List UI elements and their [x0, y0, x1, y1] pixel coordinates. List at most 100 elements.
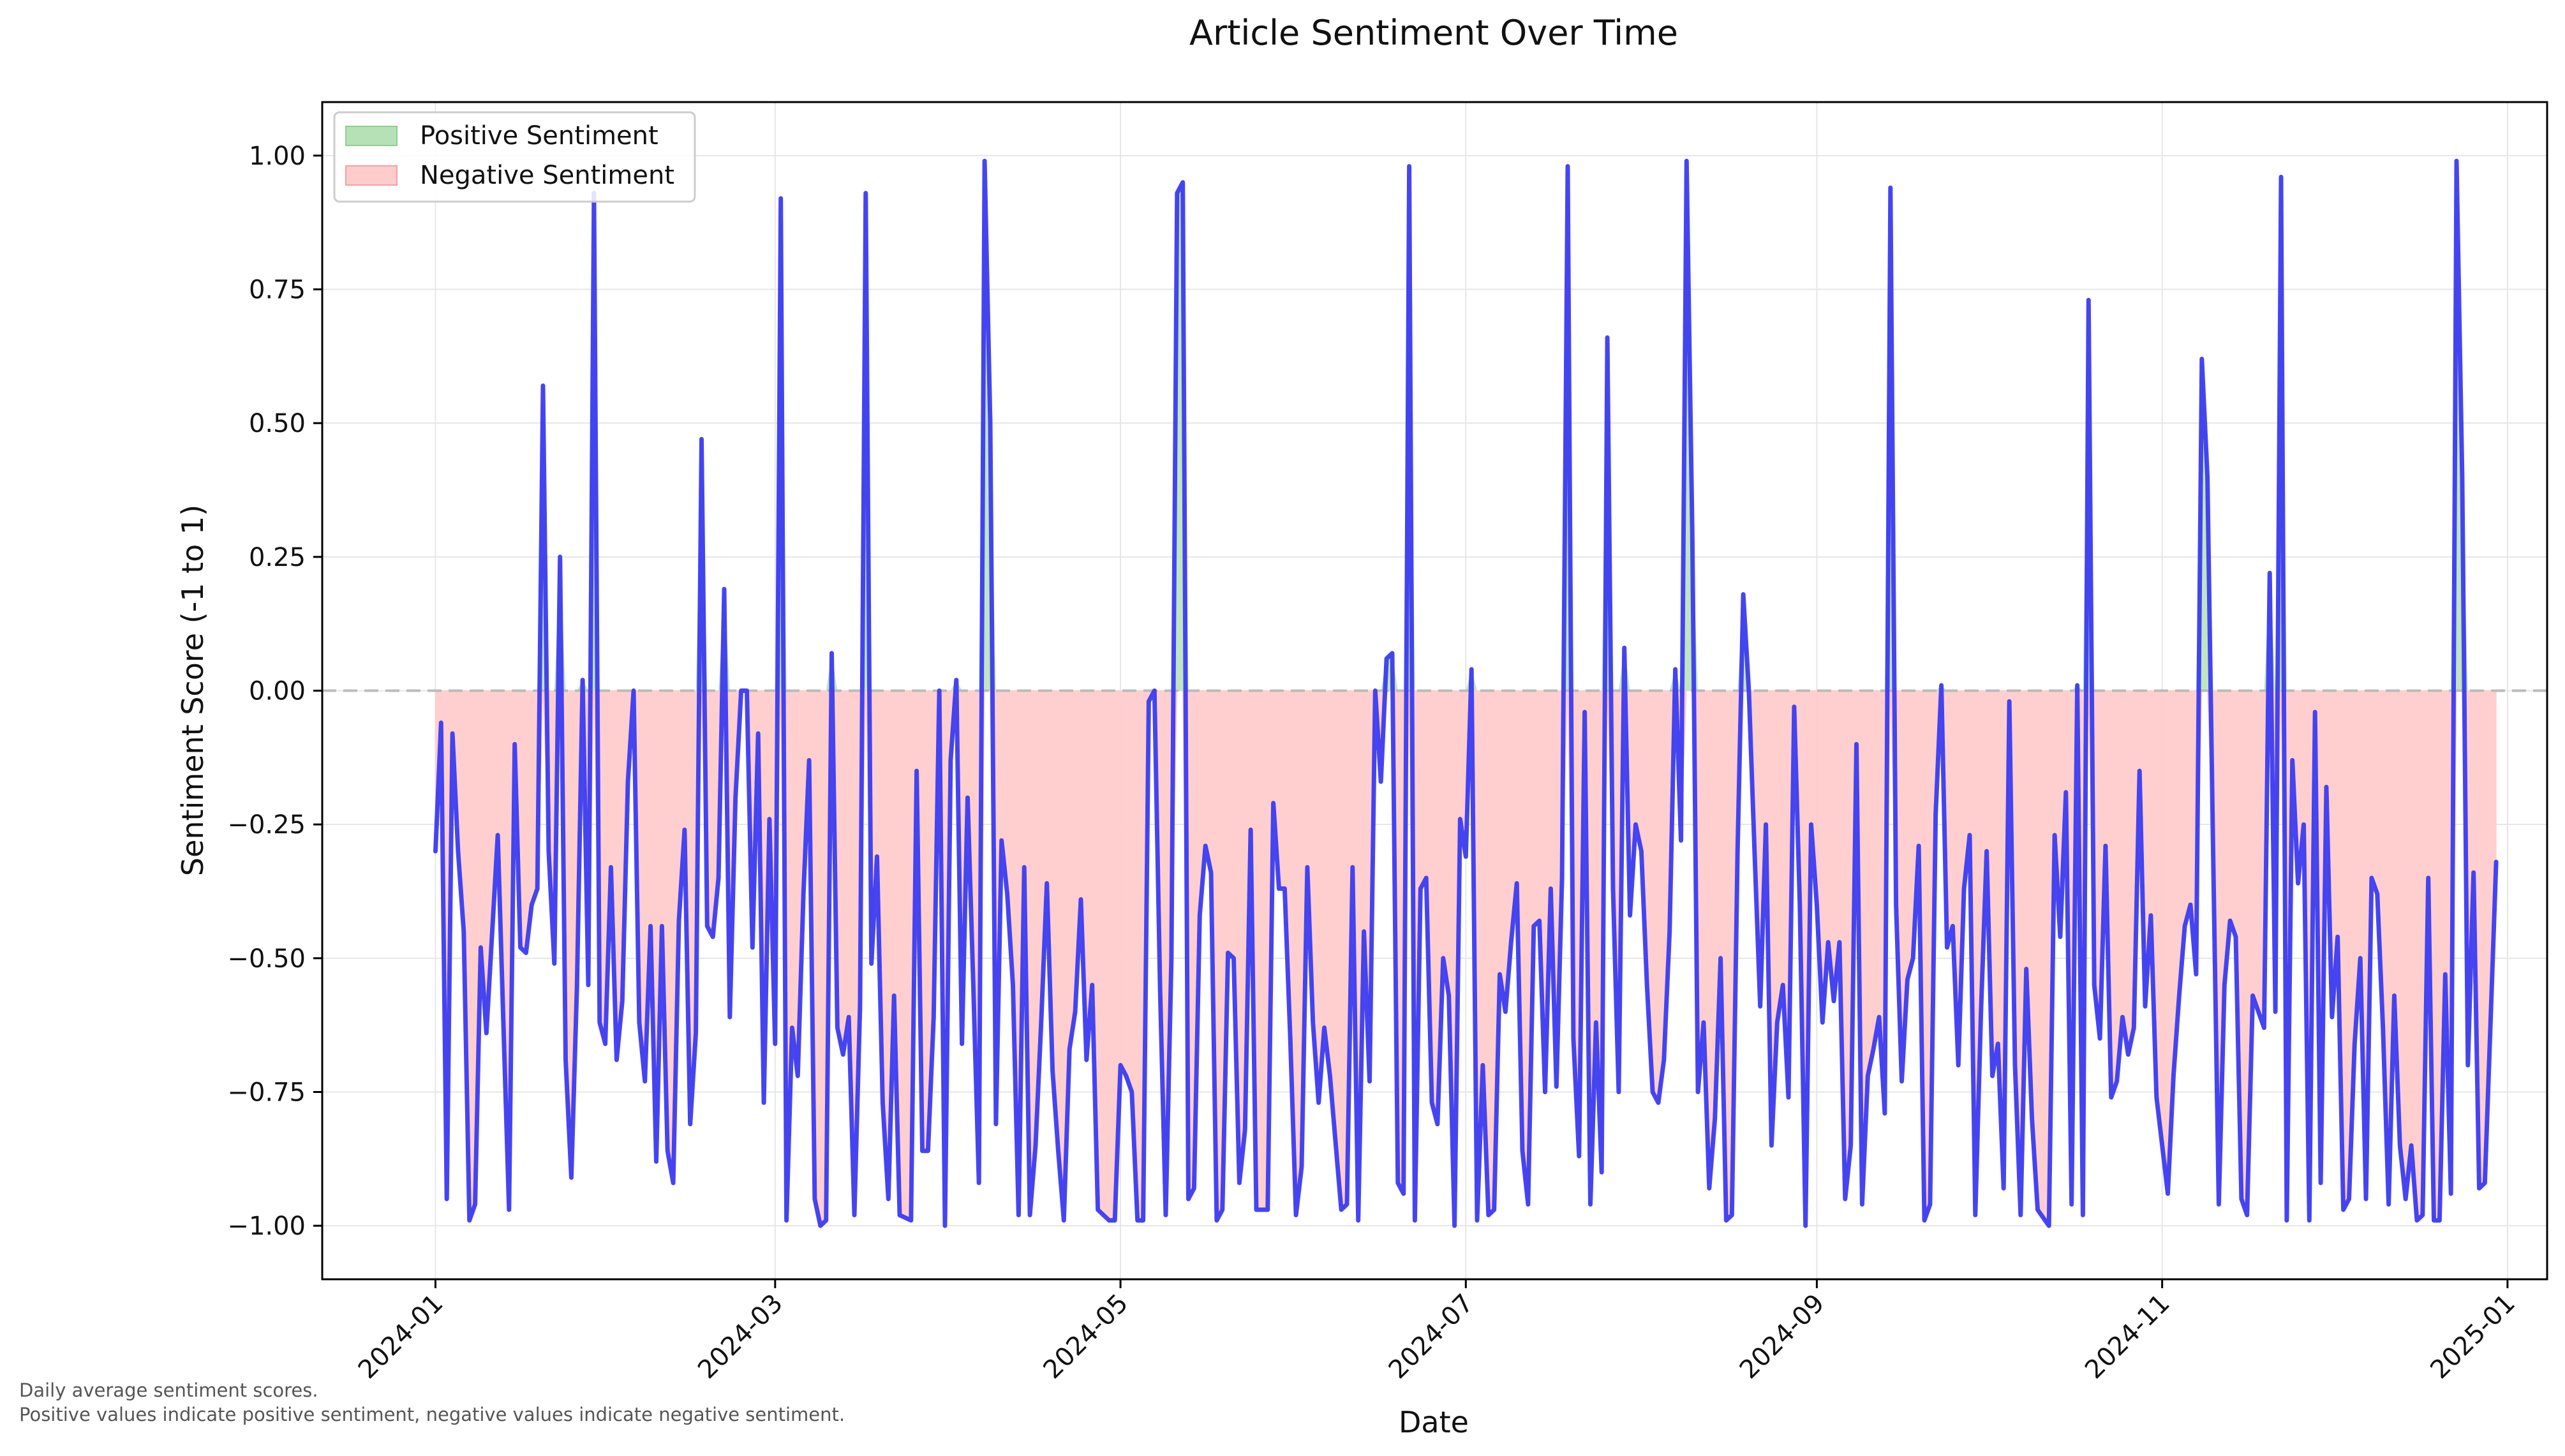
data-point-315 — [2217, 1203, 2220, 1207]
data-point-164 — [1362, 930, 1366, 933]
data-point-49 — [711, 935, 715, 939]
data-point-182 — [1464, 855, 1468, 859]
data-point-216 — [1656, 1101, 1660, 1104]
data-point-140 — [1226, 951, 1230, 955]
data-point-139 — [1221, 1208, 1224, 1212]
data-point-76 — [864, 191, 868, 195]
data-point-73 — [847, 1015, 851, 1019]
data-point-201 — [1572, 1037, 1575, 1041]
data-point-87 — [926, 1149, 930, 1153]
data-point-276 — [1996, 1042, 2000, 1046]
data-point-231 — [1741, 593, 1745, 597]
data-point-302 — [2143, 1004, 2147, 1008]
data-point-313 — [2206, 475, 2210, 479]
y-tick-label-2: 0.50 — [249, 409, 306, 438]
data-point-203 — [1583, 710, 1587, 714]
data-point-130 — [1170, 956, 1173, 960]
data-point-332 — [2313, 710, 2317, 714]
data-point-220 — [1679, 838, 1683, 842]
data-point-299 — [2126, 1053, 2130, 1057]
data-point-146 — [1260, 1208, 1264, 1212]
data-point-138 — [1215, 1219, 1219, 1222]
data-point-91 — [949, 759, 953, 762]
data-point-159 — [1334, 1141, 1337, 1145]
data-point-96 — [977, 1181, 981, 1185]
data-point-111 — [1062, 1219, 1066, 1222]
y-axis-label: Sentiment Score (-1 to 1) — [175, 505, 210, 876]
data-point-314 — [2212, 849, 2215, 853]
data-point-22 — [558, 555, 562, 559]
data-point-65 — [801, 892, 805, 896]
data-point-13 — [507, 1208, 511, 1212]
data-point-336 — [2336, 935, 2340, 939]
data-point-301 — [2138, 769, 2141, 773]
data-point-57 — [756, 732, 760, 736]
data-point-236 — [1769, 1143, 1773, 1147]
data-point-247 — [1832, 999, 1836, 1003]
data-point-185 — [1481, 1064, 1485, 1067]
data-point-41 — [665, 1149, 669, 1153]
x-axis-label: Date — [1399, 1405, 1469, 1439]
data-point-306 — [2166, 1192, 2170, 1196]
y-tick-label-4: 0.00 — [249, 677, 306, 706]
data-point-225 — [1707, 1186, 1711, 1190]
data-point-21 — [553, 962, 556, 965]
data-point-25 — [575, 983, 579, 987]
data-point-341 — [2364, 1197, 2368, 1201]
data-point-97 — [983, 159, 986, 163]
data-point-36 — [637, 1021, 641, 1025]
data-point-121 — [1119, 1064, 1122, 1067]
data-point-222 — [1690, 528, 1694, 532]
data-point-324 — [2268, 571, 2271, 575]
data-point-60 — [773, 1042, 777, 1046]
data-point-356 — [2449, 1192, 2453, 1196]
data-point-35 — [632, 689, 636, 693]
data-point-55 — [745, 689, 749, 693]
data-point-348 — [2404, 1197, 2407, 1201]
data-point-172 — [1408, 165, 1411, 168]
data-point-31 — [609, 865, 613, 869]
data-point-98 — [988, 421, 992, 425]
data-point-237 — [1775, 1021, 1779, 1025]
data-point-103 — [1016, 1213, 1020, 1217]
y-axis-ticks: 1.00 0.75 0.50 0.25 0.00 −0.25 −0.50 −0.75 −1.00 — [227, 142, 322, 1241]
data-point-273 — [1979, 1010, 1983, 1014]
data-point-124 — [1136, 1219, 1140, 1222]
data-point-110 — [1057, 1149, 1060, 1153]
data-point-275 — [1991, 1074, 1995, 1078]
data-point-144 — [1249, 828, 1253, 832]
data-point-19 — [541, 384, 545, 388]
data-point-167 — [1379, 780, 1383, 784]
data-point-312 — [2200, 357, 2204, 361]
data-point-288 — [2064, 791, 2068, 794]
data-point-206 — [1600, 1170, 1603, 1174]
data-point-295 — [2104, 844, 2108, 848]
data-point-290 — [2076, 683, 2079, 687]
data-point-235 — [1764, 822, 1768, 826]
data-point-204 — [1589, 1203, 1593, 1207]
data-point-253 — [1866, 1074, 1870, 1078]
data-point-56 — [750, 946, 754, 949]
data-point-44 — [683, 828, 687, 832]
data-point-265 — [1934, 812, 1938, 815]
data-point-12 — [502, 1021, 505, 1025]
data-point-45 — [688, 1122, 692, 1126]
data-point-241 — [1798, 903, 1802, 907]
data-point-250 — [1849, 1143, 1853, 1147]
data-point-34 — [626, 780, 630, 784]
data-point-200 — [1566, 165, 1570, 168]
data-point-46 — [694, 1031, 698, 1035]
data-point-184 — [1475, 1219, 1479, 1222]
data-point-180 — [1453, 1224, 1457, 1228]
data-point-212 — [1634, 822, 1638, 826]
data-point-282 — [2030, 1117, 2034, 1120]
data-point-274 — [1985, 849, 1989, 853]
data-point-245 — [1820, 1021, 1824, 1025]
data-point-29 — [598, 1021, 602, 1025]
data-point-311 — [2194, 972, 2198, 976]
data-point-256 — [1883, 1111, 1887, 1115]
data-point-238 — [1781, 983, 1785, 987]
data-point-162 — [1351, 865, 1355, 869]
data-point-191 — [1515, 881, 1519, 885]
